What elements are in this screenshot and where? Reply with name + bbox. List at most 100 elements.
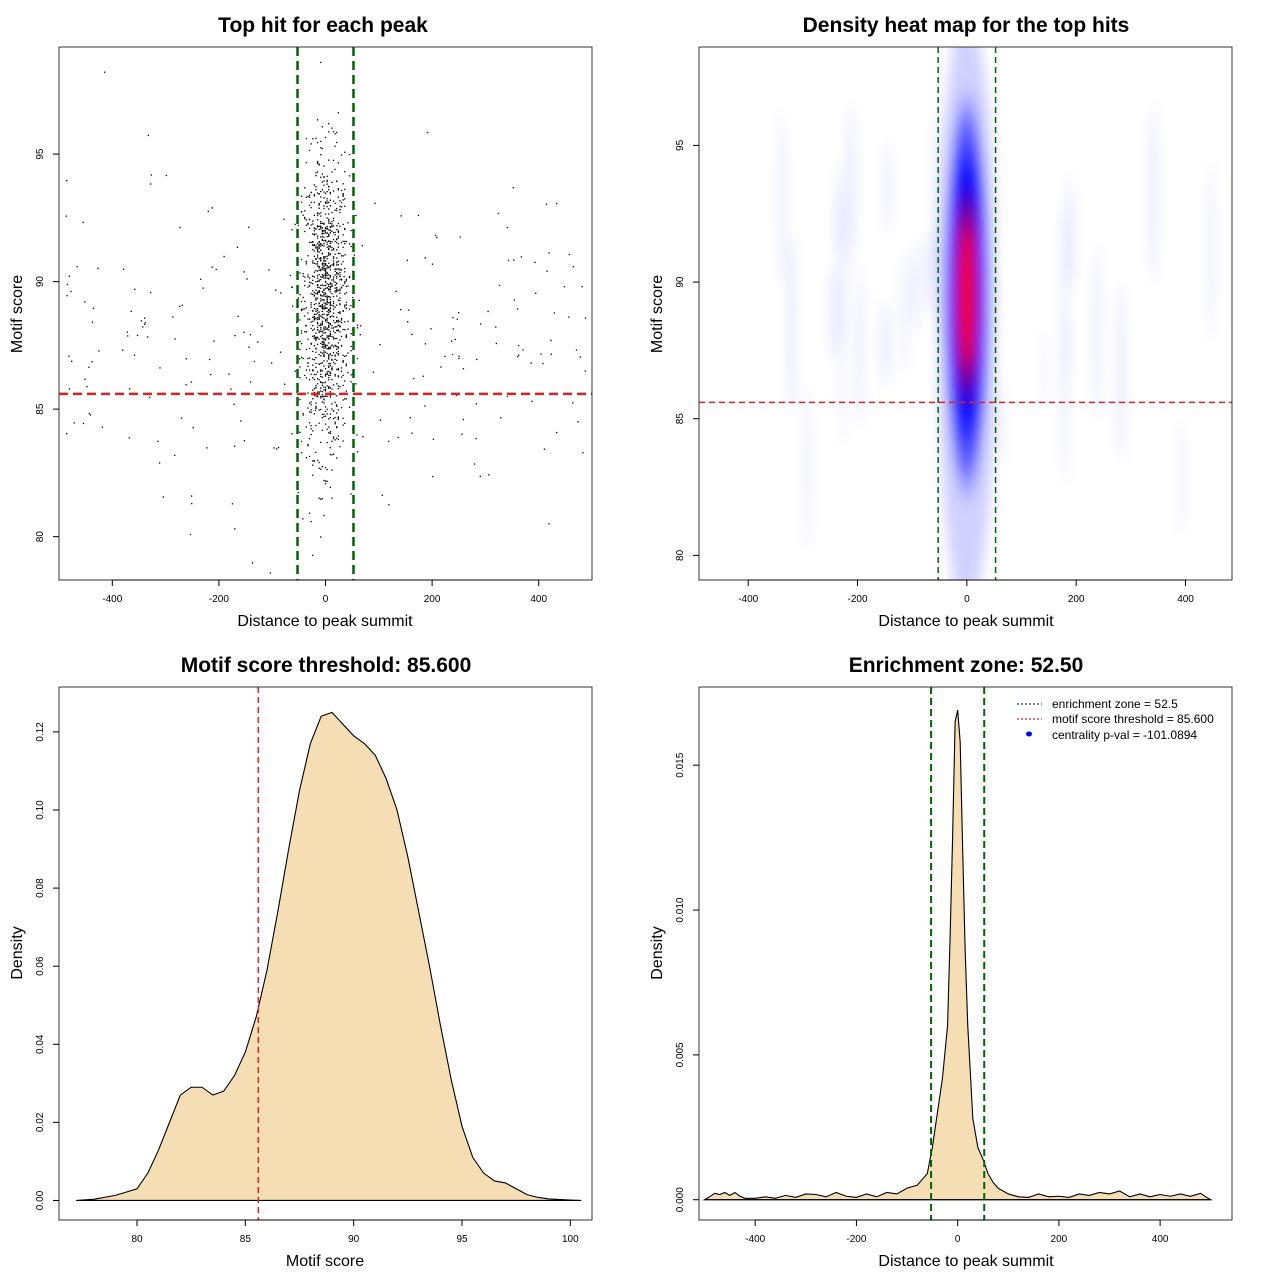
scatter-point xyxy=(315,188,317,191)
scatter-point xyxy=(308,285,311,287)
scatter-point xyxy=(324,339,327,341)
scatter-point xyxy=(275,289,277,291)
scatter-point xyxy=(310,224,312,226)
scatter-point xyxy=(302,308,304,310)
scatter-point xyxy=(329,364,331,367)
scatter-point xyxy=(337,268,339,270)
scatter-point xyxy=(337,289,339,292)
scatter-point xyxy=(313,214,316,216)
scatter-point xyxy=(332,200,335,202)
scatter-point xyxy=(348,308,351,310)
scatter-point xyxy=(307,195,309,198)
scatter-point xyxy=(323,205,325,207)
scatter-point xyxy=(324,395,327,397)
scatter-point xyxy=(312,244,314,246)
scatter-point xyxy=(332,278,335,280)
scatter-point xyxy=(342,193,344,195)
scatter-point xyxy=(324,280,327,283)
scatter-point xyxy=(318,302,320,304)
scatter-point xyxy=(323,365,325,367)
scatter-point xyxy=(334,337,336,340)
scatter-point xyxy=(323,398,325,400)
scatter-point xyxy=(348,275,351,278)
scatter-point xyxy=(315,405,317,408)
heatmap-streak xyxy=(1177,418,1186,537)
scatter-point xyxy=(353,254,355,256)
scatter-point xyxy=(326,228,328,230)
scatter-point xyxy=(331,368,333,370)
scatter-point xyxy=(318,461,320,464)
scatter-point xyxy=(336,141,338,144)
heatmap-x-label: Distance to peak summit xyxy=(878,613,1054,630)
scatter-point xyxy=(332,257,335,259)
scatter-point xyxy=(324,270,327,272)
scatter-point xyxy=(310,143,312,145)
scatter-point xyxy=(320,387,322,389)
scatter-point xyxy=(316,142,319,144)
y-tick-label: 95 xyxy=(675,139,686,151)
scatter-point xyxy=(323,327,325,330)
scatter-point xyxy=(307,255,309,257)
scatter-point xyxy=(336,241,338,244)
scatter-point xyxy=(329,301,331,303)
scatter-point xyxy=(68,275,70,277)
scatter-point xyxy=(336,228,338,231)
scatter-point xyxy=(324,345,327,347)
scatter-point xyxy=(342,260,344,263)
scatter-point xyxy=(337,273,339,275)
scatter-point xyxy=(321,384,324,386)
scatter-point xyxy=(328,309,330,311)
scatter-point xyxy=(313,291,316,294)
scatter-point xyxy=(237,315,239,318)
scatter-point xyxy=(88,412,90,415)
scatter-point xyxy=(326,395,328,397)
scatter-point xyxy=(323,299,325,301)
scatter-point xyxy=(337,187,339,190)
scatter-point xyxy=(456,318,458,320)
scatter-point xyxy=(316,171,319,173)
scatter-point xyxy=(316,225,319,227)
scatter-point xyxy=(374,202,376,204)
scatter-point xyxy=(517,355,519,358)
scatter-point xyxy=(315,310,317,312)
scatter-point xyxy=(329,432,331,434)
scatter-point xyxy=(337,416,339,418)
scatter-point xyxy=(320,342,322,345)
scatter-point xyxy=(316,161,319,163)
scatter-point xyxy=(332,316,335,318)
scatter-point xyxy=(332,276,335,278)
scatter-point xyxy=(302,414,304,416)
heatmap-streak xyxy=(998,384,1007,465)
scatter-point xyxy=(315,281,317,283)
scatter-point xyxy=(339,205,341,208)
scatter-point xyxy=(328,379,330,381)
scatter-point xyxy=(326,179,328,182)
scatter-point xyxy=(344,306,346,308)
x-tick-label: 95 xyxy=(456,1234,468,1245)
scatter-point xyxy=(336,359,338,362)
scatter-point xyxy=(329,372,331,375)
scatter-point xyxy=(313,337,316,339)
scatter-point xyxy=(321,295,324,297)
scatter-point xyxy=(314,409,317,412)
scatter-point xyxy=(318,202,320,205)
scatter-point xyxy=(316,237,319,239)
scatter-point xyxy=(329,486,331,489)
scatter-point xyxy=(337,162,339,164)
scatter-point xyxy=(462,418,464,421)
scatter-point xyxy=(334,253,336,255)
scatter-point xyxy=(337,196,339,198)
scatter-point xyxy=(321,343,324,346)
scatter-point xyxy=(358,299,360,302)
scatter-point xyxy=(312,329,314,332)
scatter-point xyxy=(310,428,312,430)
scatter-point xyxy=(344,281,346,283)
scatter-point xyxy=(563,286,565,288)
scatter-point xyxy=(568,253,570,256)
scatter-point xyxy=(91,361,93,363)
scatter-point xyxy=(323,344,325,346)
scatter-point xyxy=(340,154,343,156)
scatter-point xyxy=(315,313,317,315)
scatter-point xyxy=(310,403,312,406)
scatter-point xyxy=(312,260,314,262)
